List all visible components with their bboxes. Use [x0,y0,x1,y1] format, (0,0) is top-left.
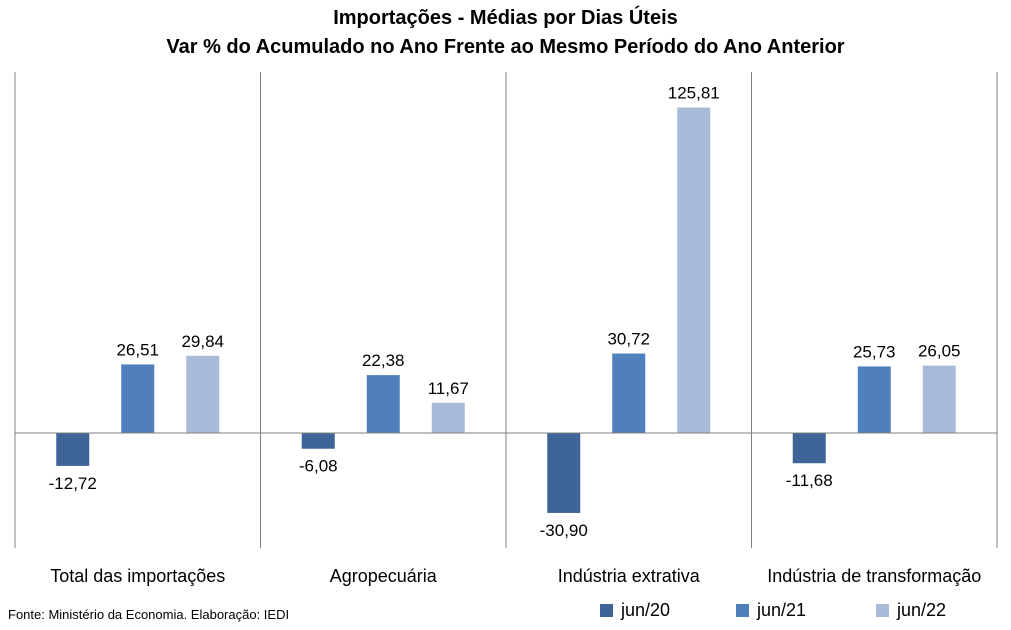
data-label: 11,67 [428,379,469,398]
data-label: -11,68 [786,471,833,490]
bar [431,402,465,433]
data-label: 22,38 [362,351,405,370]
data-label: 125,81 [668,84,720,103]
data-label: 25,73 [853,342,896,361]
chart-subtitle: Var % do Acumulado no Ano Frente ao Mesm… [166,36,845,58]
data-label: -6,08 [299,457,338,476]
legend-swatch [876,604,889,617]
category-label: Total das importações [50,566,225,586]
bar [792,433,826,464]
legend-swatch [600,604,613,617]
category-label: Indústria extrativa [558,566,701,586]
bar [56,433,90,466]
data-label: 26,05 [918,342,961,361]
category-label: Agropecuária [330,566,438,586]
data-label: 30,72 [607,330,650,349]
legend-label: jun/20 [621,600,671,620]
bar [366,375,400,433]
bar-chart: -12,72 -6,08 -30,90 -11,68 26,51 22,38 30,72 25… [14,72,998,586]
legend-item-jun20: jun/20 [600,600,670,621]
bar [547,433,581,513]
data-label: -12,72 [49,474,97,493]
bar [677,107,711,433]
data-label: -30,90 [540,521,588,540]
bar [922,365,956,433]
category-label: Indústria de transformação [767,566,981,586]
legend-label: jun/22 [897,600,947,620]
chart-title: Importações - Médias por Dias Úteis [333,7,678,29]
bar [121,364,155,433]
bar [857,366,891,433]
bar [186,355,220,433]
data-label: 26,51 [116,340,159,359]
legend-swatch [736,604,749,617]
legend-item-jun21: jun/21 [736,600,806,621]
bar [612,353,646,433]
bar [301,433,335,449]
legend-label: jun/21 [757,600,807,620]
source-note: Fonte: Ministério da Economia. Elaboraçã… [8,607,290,622]
data-label: 29,84 [181,332,224,351]
legend-item-jun22: jun/22 [876,600,946,621]
